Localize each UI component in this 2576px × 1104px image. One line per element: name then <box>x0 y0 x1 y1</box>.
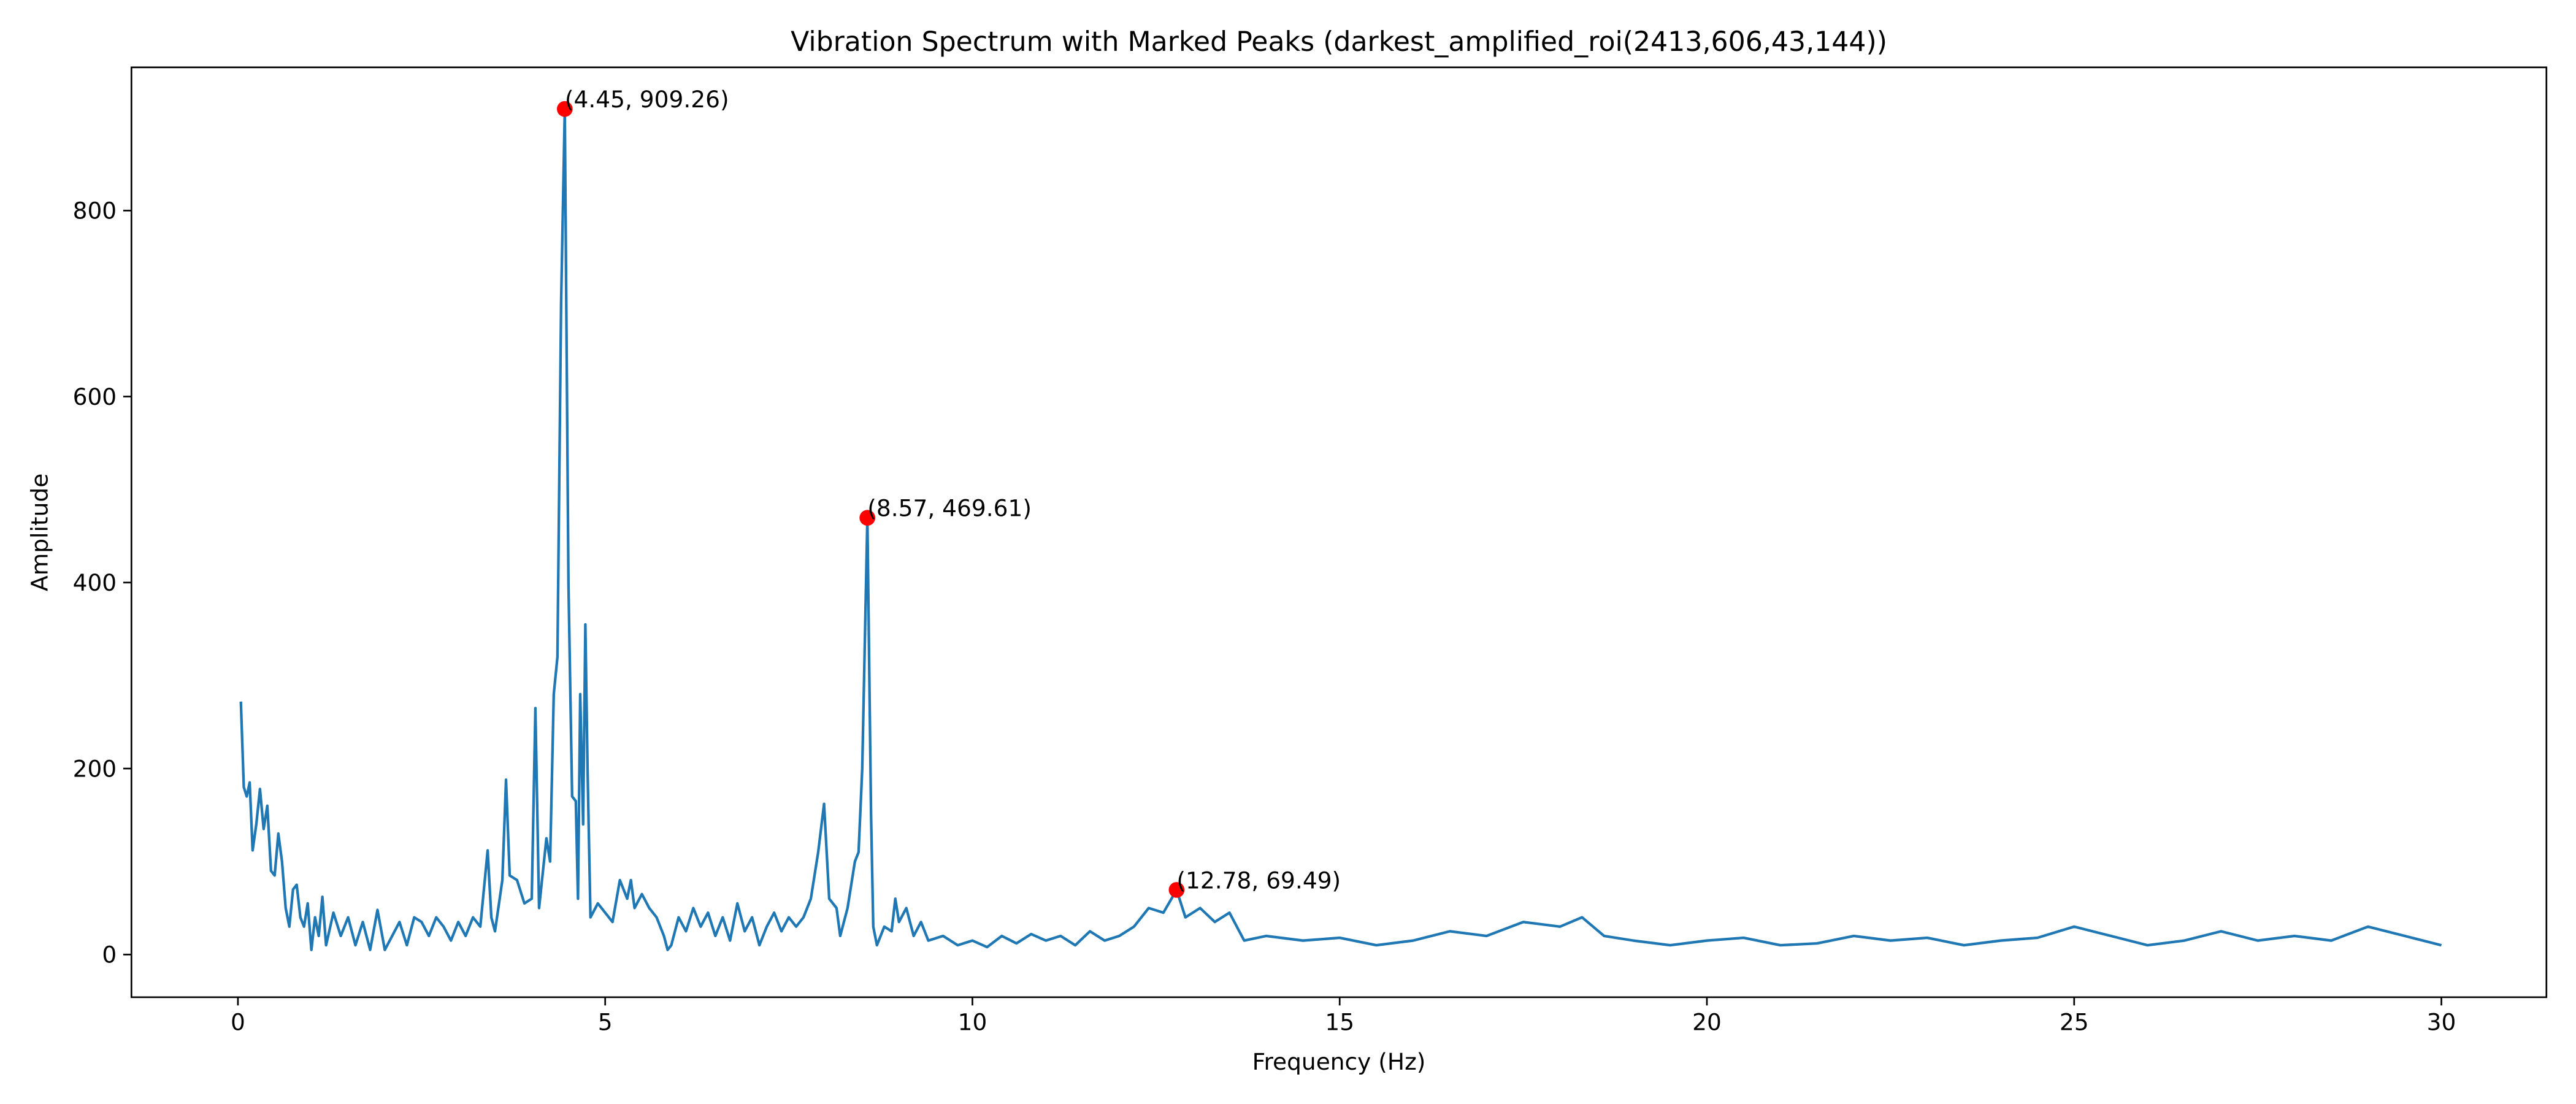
x-tick-label: 25 <box>2060 1008 2089 1035</box>
y-tick-label: 200 <box>73 755 117 782</box>
x-tick-label: 30 <box>2427 1008 2456 1035</box>
x-tick-label: 20 <box>1692 1008 1722 1035</box>
spectrum-line <box>239 107 2442 951</box>
x-tick-label: 5 <box>598 1008 613 1035</box>
chart-title: Vibration Spectrum with Marked Peaks (da… <box>791 26 1887 58</box>
x-tick-label: 0 <box>231 1008 245 1035</box>
peak-marker <box>859 510 876 526</box>
y-axis-label: Amplitude <box>26 473 53 591</box>
y-tick-label: 800 <box>73 197 117 224</box>
peak-label: (8.57, 469.61) <box>867 495 1032 522</box>
plot-frame <box>130 66 2548 999</box>
y-tick-label: 400 <box>73 569 117 596</box>
y-tick-label: 0 <box>102 941 117 968</box>
peak-marker <box>556 101 573 117</box>
y-tick-label: 600 <box>73 383 117 410</box>
x-tick-label: 15 <box>1325 1008 1354 1035</box>
x-tick-label: 10 <box>958 1008 987 1035</box>
x-axis-label: Frequency (Hz) <box>1252 1048 1426 1075</box>
peak-marker <box>1168 882 1185 898</box>
peak-label: (4.45, 909.26) <box>565 86 729 113</box>
peak-label: (12.78, 69.49) <box>1176 867 1341 894</box>
